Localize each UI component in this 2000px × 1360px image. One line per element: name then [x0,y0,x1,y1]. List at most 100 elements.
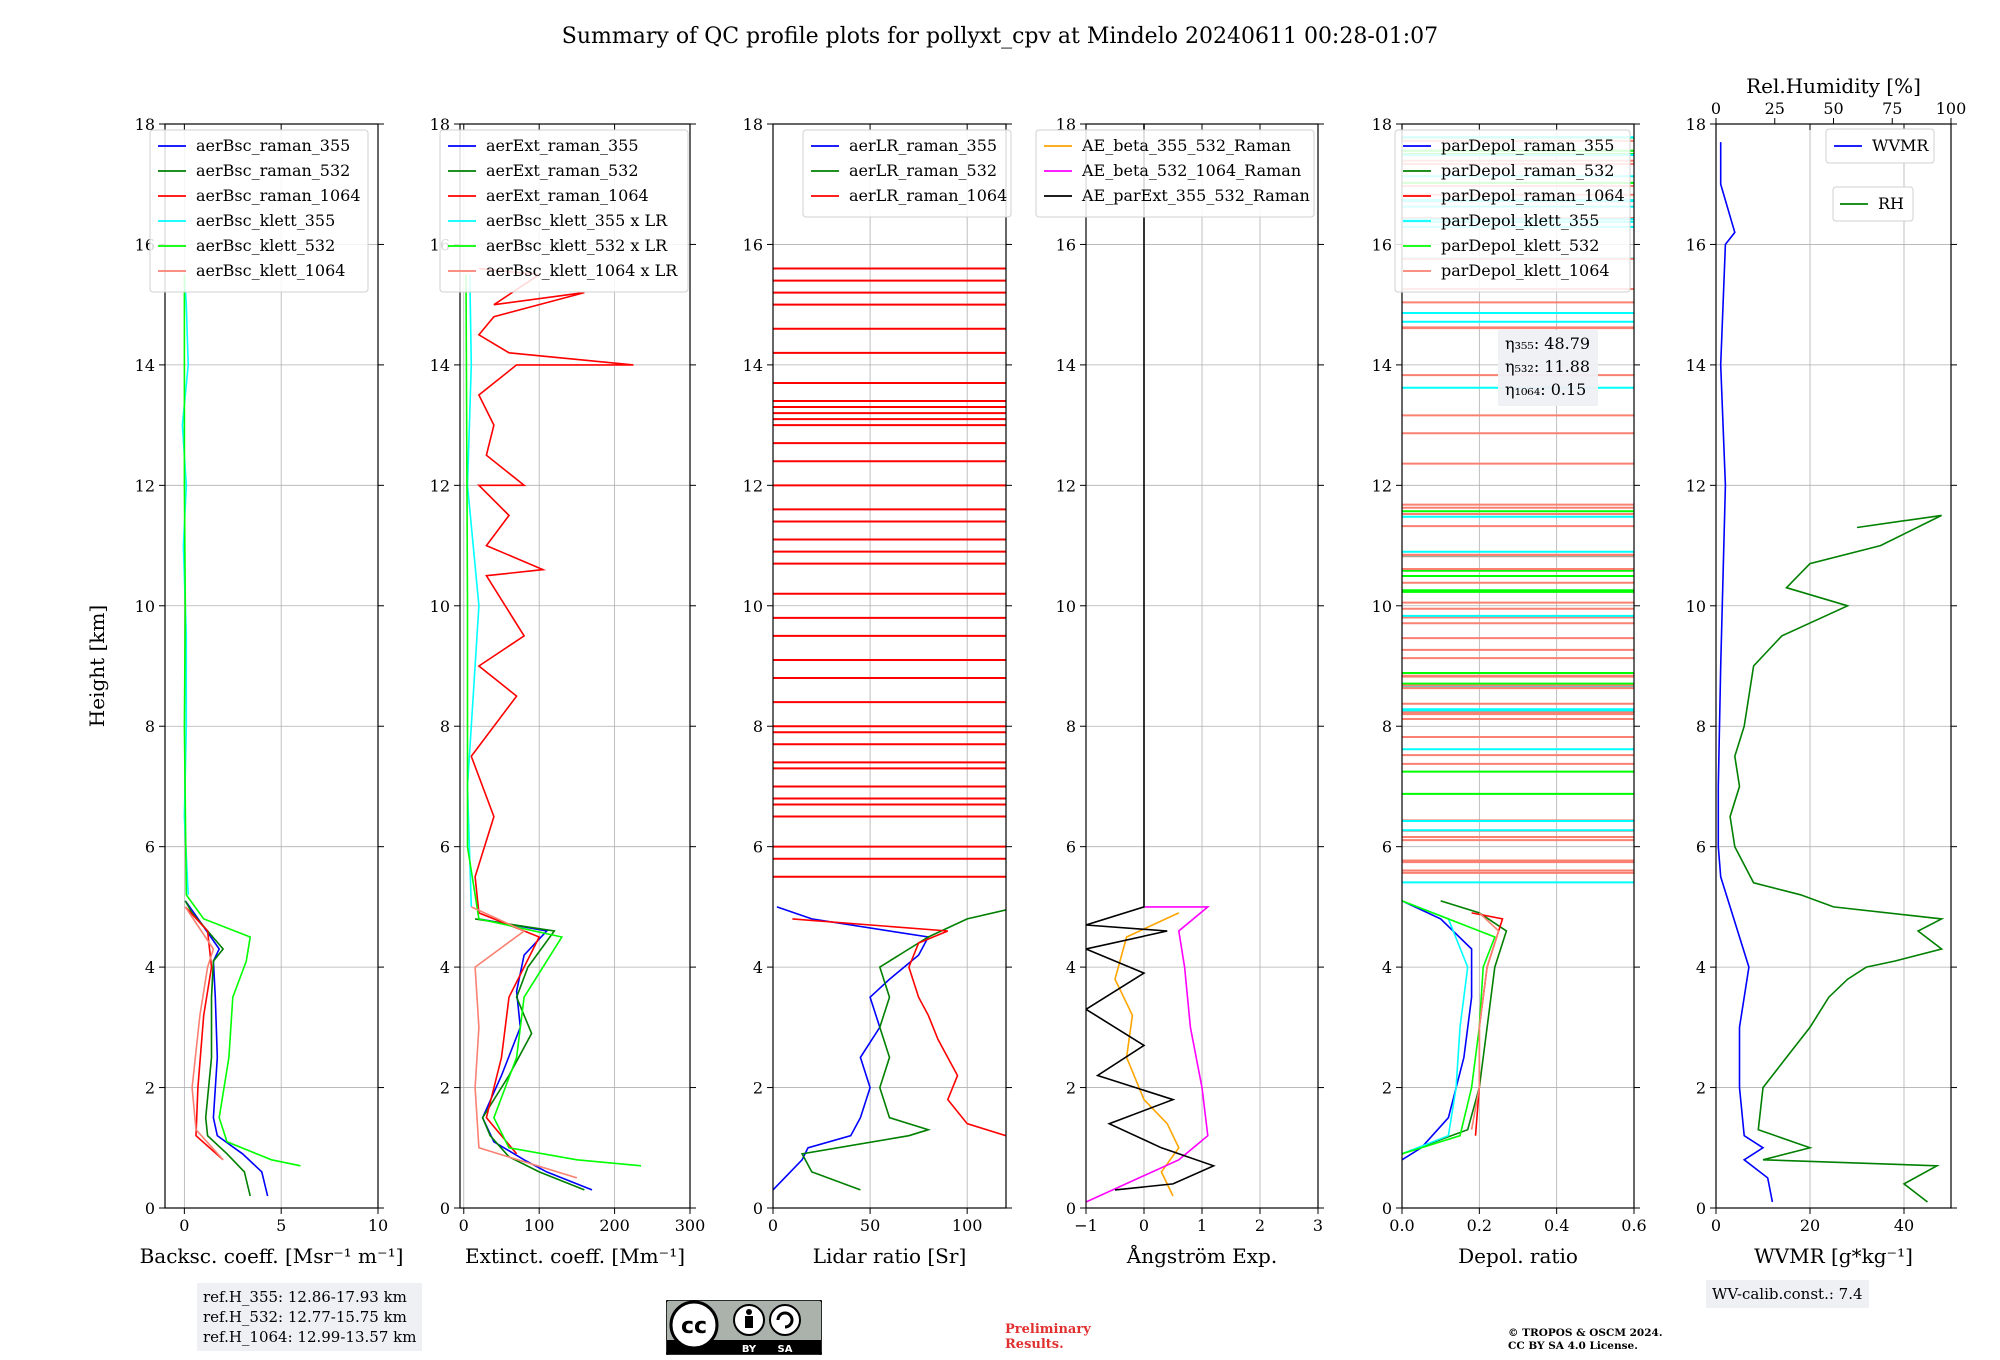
lidar_ratio-xlabel: Lidar ratio [Sr] [813,1244,967,1268]
x-tick-label: 40 [1894,1216,1914,1235]
y-tick-label: 8 [1066,717,1076,736]
copyright-notice: © TROPOS & OSCM 2024. CC BY SA 4.0 Licen… [1508,1327,1663,1352]
x-tick-label: 300 [675,1216,706,1235]
ref-height-1064: ref.H_1064: 12.99-13.57 km [203,1328,417,1346]
extinction-xlabel: Extinct. coeff. [Mm⁻¹] [465,1244,685,1268]
x-tick-label: −1 [1074,1216,1098,1235]
x-tick-label: 1 [1197,1216,1207,1235]
y-tick-label: 12 [1056,476,1076,495]
legend-label-aerBsc_raman_532: aerBsc_raman_532 [196,161,350,180]
y-tick-label: 14 [1372,356,1392,375]
cc-sa-label: SA [778,1344,793,1355]
series-aerBsc_klett_532 [183,274,301,1167]
legend-label-parDepol_klett_532: parDepol_klett_532 [1441,236,1599,255]
legend-label-AE_parExt_355_532_Raman: AE_parExt_355_532_Raman [1081,186,1310,205]
y-tick-label: 12 [430,476,450,495]
y-tick-label: 8 [753,717,763,736]
series-aerBsc_klett_532 x LR [465,274,642,1167]
series-AE_beta_355_532_Raman [1114,912,1180,1197]
water_vapour-axes-frame [1715,123,1952,1209]
eta-value: η₃₅₅: 48.79 [1505,334,1590,353]
x-tick-label: 5 [276,1216,286,1235]
series-aerExt_raman_532 [474,918,585,1191]
x-tick-label: 0.2 [1467,1216,1492,1235]
legend-label-aerLR_raman_355: aerLR_raman_355 [849,136,997,155]
y-tick-label: 18 [430,115,450,134]
ref-height-355: ref.H_355: 12.86-17.93 km [203,1288,407,1306]
legend-label-aerBsc_raman_355: aerBsc_raman_355 [196,136,350,155]
legend-label-wvmr: WVMR [1872,136,1929,155]
y-tick-label: 6 [1066,838,1076,857]
x-tick-label: 100 [524,1216,555,1235]
lidar_ratio-series [773,267,1006,1191]
y-tick-label: 14 [430,356,450,375]
eta-value: η₁₀₆₄: 0.15 [1505,380,1586,399]
angstrom-series [1086,124,1216,1203]
rh-axis-label: Rel.Humidity [%] [1746,74,1921,98]
y-tick-label: 14 [743,356,763,375]
y-tick-label: 14 [1686,356,1706,375]
y-tick-label: 10 [135,597,155,616]
legend-label-aerExt_raman_1064: aerExt_raman_1064 [486,186,649,205]
y-tick-label: 8 [145,717,155,736]
y-tick-label: 8 [1696,717,1706,736]
legend-label-rh: RH [1878,194,1904,213]
y-tick-label: 14 [135,356,155,375]
svg-text:cc: cc [681,1314,707,1339]
x-tick-label: 100 [952,1216,983,1235]
depolarization-xlabel: Depol. ratio [1458,1244,1578,1268]
series-aerBsc_klett_355 x LR [466,274,480,907]
series-aerBsc_raman_1064 [184,906,224,1161]
series-aerExt_raman_1064 [470,267,634,1155]
legend-box [1035,129,1315,218]
y-tick-label: 18 [1372,115,1392,134]
y-tick-label: 6 [1696,838,1706,857]
eta-values-box: η₃₅₅: 48.79 η₅₃₂: 11.88 η₁₀₆₄: 0.15 [1498,330,1598,406]
y-tick-label: 0 [1066,1199,1076,1218]
eta-value: η₅₃₂: 11.88 [1505,357,1590,376]
y-tick-label: 18 [135,115,155,134]
series-aerBsc_klett_1064 x LR [470,906,578,1179]
series-aerExt_raman_355 [478,918,593,1191]
y-tick-label: 2 [1696,1079,1706,1098]
x-tick-label: 10 [368,1216,388,1235]
y-tick-label: 4 [1696,958,1706,977]
y-tick-label: 0 [145,1199,155,1218]
legend-label-aerBsc_klett_355 x LR: aerBsc_klett_355 x LR [486,211,668,230]
series-AE_parExt_355_532_Raman [1086,124,1216,1191]
y-tick-label: 8 [1382,717,1392,736]
y-tick-label: 0 [1382,1199,1392,1218]
y-tick-label: 4 [145,958,155,977]
x-tick-label: 0.0 [1389,1216,1414,1235]
x-tick-label: 0 [768,1216,778,1235]
y-tick-label: 10 [430,597,450,616]
y-tick-label: 18 [743,115,763,134]
x-tick-label: 0 [459,1216,469,1235]
y-tick-label: 16 [1372,235,1392,254]
y-tick-label: 18 [1056,115,1076,134]
y-tick-label: 12 [743,476,763,495]
x-tick-label: 2 [1255,1216,1265,1235]
legend-label-parDepol_raman_532: parDepol_raman_532 [1441,161,1614,180]
angstrom-xlabel: Ångström Exp. [1126,1243,1277,1268]
x2-tick-label: 0 [1711,99,1721,118]
cc-by-sa-logo: cc BY SA [666,1300,822,1355]
legend-label-aerBsc_klett_355: aerBsc_klett_355 [196,211,335,230]
x-tick-label: 20 [1800,1216,1820,1235]
y-tick-label: 4 [1382,958,1392,977]
y-tick-label: 6 [440,838,450,857]
x-tick-label: 0.6 [1621,1216,1646,1235]
lidar_ratio-axes-frame [772,123,1007,1209]
eta-box [1498,330,1598,406]
y-tick-label: 10 [1372,597,1392,616]
backscatter-legend: aerBsc_raman_355 aerBsc_raman_532 aerBsc_r… [149,129,369,293]
x-tick-label: 0 [179,1216,189,1235]
water-vapour-legend: WVMR RH [1825,128,1935,222]
legend-label-aerExt_raman_355: aerExt_raman_355 [486,136,639,155]
legend-label-aerBsc_klett_532 x LR: aerBsc_klett_532 x LR [486,236,668,255]
legend-box-rh [1832,186,1914,222]
y-tick-label: 10 [1056,597,1076,616]
series-RH [1729,514,1945,1203]
y-axis-label: Height [km] [85,605,109,727]
